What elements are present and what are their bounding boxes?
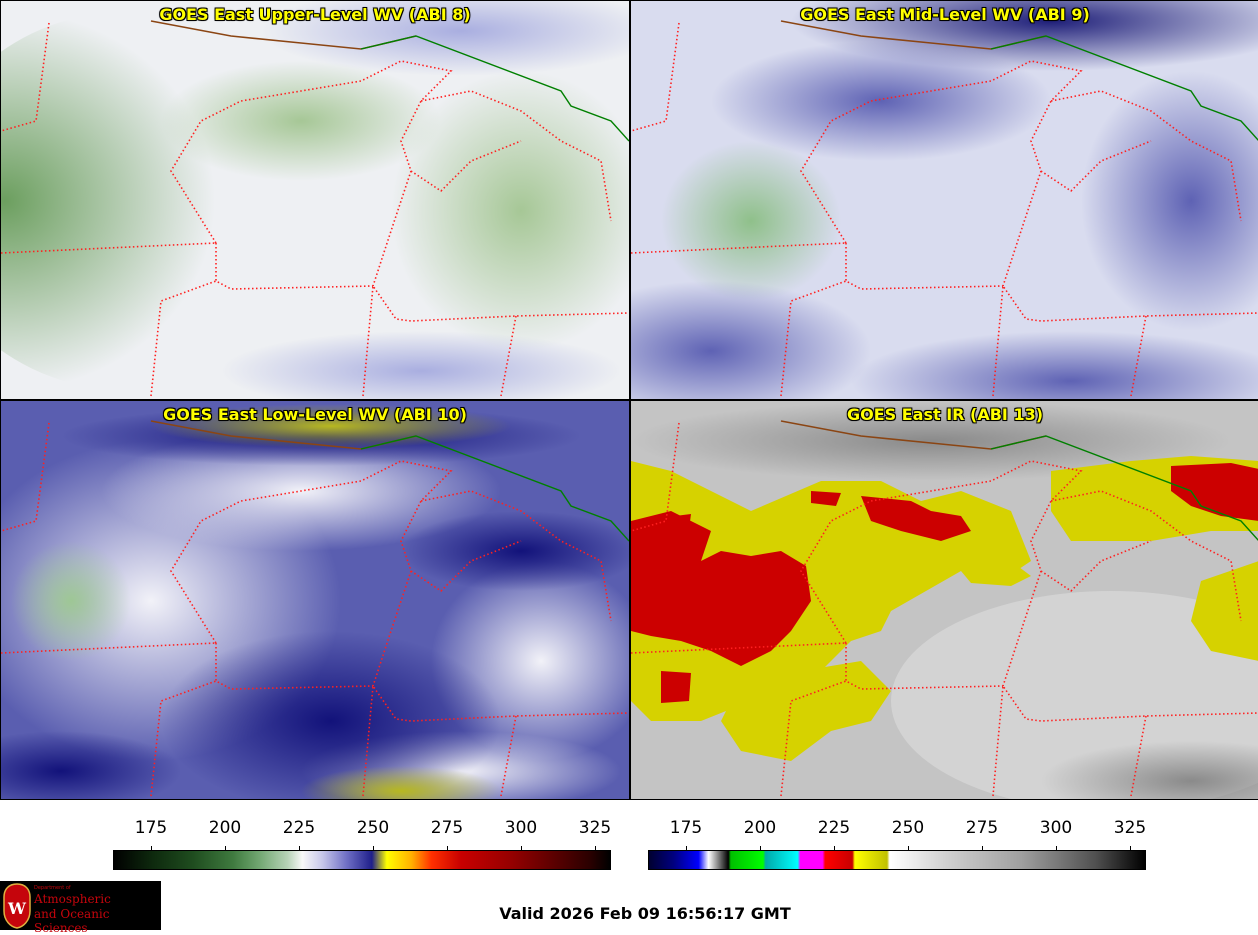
wv-tick-label: 225 (282, 818, 316, 838)
ir-tick-label: 200 (743, 818, 777, 838)
valid-time-label: Valid 2026 Feb 09 16:56:17 GMT (499, 904, 791, 923)
water-vapor-colorbar (113, 850, 611, 870)
ir-title: GOES East IR (ABI 13) (846, 405, 1044, 424)
low-level-wv-image (1, 401, 629, 799)
logo-line1: Atmospheric (34, 892, 111, 906)
wv-tick-label: 250 (356, 818, 390, 838)
wv-tick-mark (299, 846, 300, 850)
seal-letter: W (7, 899, 27, 918)
wv-tick-mark (225, 846, 226, 850)
wv-tick-label: 300 (504, 818, 538, 838)
ir-tick-mark (686, 846, 687, 850)
mid-level-wv-panel: GOES East Mid-Level WV (ABI 9) (630, 0, 1258, 400)
wv-tick-mark (373, 846, 374, 850)
ir-tick-mark (760, 846, 761, 850)
low-level-wv-panel: GOES East Low-Level WV (ABI 10) (0, 400, 630, 800)
ir-tick-label: 300 (1039, 818, 1073, 838)
wv-tick-mark (521, 846, 522, 850)
aos-logo: W Department of Atmospheric and Oceanic … (0, 881, 161, 935)
infrared-colorbar (648, 850, 1146, 870)
mid-level-wv-title: GOES East Mid-Level WV (ABI 9) (800, 5, 1090, 24)
wv-tick-label: 275 (430, 818, 464, 838)
wv-tick-mark (447, 846, 448, 850)
uw-seal-icon: W (3, 883, 31, 929)
ir-tick-label: 175 (669, 818, 703, 838)
ir-tick-label: 250 (891, 818, 925, 838)
upper-level-wv-image (1, 1, 629, 399)
low-level-wv-title: GOES East Low-Level WV (ABI 10) (163, 405, 467, 424)
ir-tick-mark (1130, 846, 1131, 850)
wv-tick-mark (151, 846, 152, 850)
ir-tick-label: 325 (1113, 818, 1147, 838)
ir-tick-mark (982, 846, 983, 850)
upper-level-wv-panel: GOES East Upper-Level WV (ABI 8) (0, 0, 630, 400)
ir-tick-mark (1056, 846, 1057, 850)
wv-tick-mark (595, 846, 596, 850)
wv-tick-label: 325 (578, 818, 612, 838)
ir-panel: GOES East IR (ABI 13) (630, 400, 1258, 800)
ir-tick-mark (908, 846, 909, 850)
ir-tick-label: 275 (965, 818, 999, 838)
ir-image (631, 401, 1258, 799)
ir-tick-label: 225 (817, 818, 851, 838)
upper-level-wv-title: GOES East Upper-Level WV (ABI 8) (159, 5, 471, 24)
ir-tick-mark (834, 846, 835, 850)
logo-dept-text: Department of (34, 885, 71, 891)
wv-tick-label: 175 (134, 818, 168, 838)
mid-level-wv-image (631, 1, 1258, 399)
wv-tick-label: 200 (208, 818, 242, 838)
